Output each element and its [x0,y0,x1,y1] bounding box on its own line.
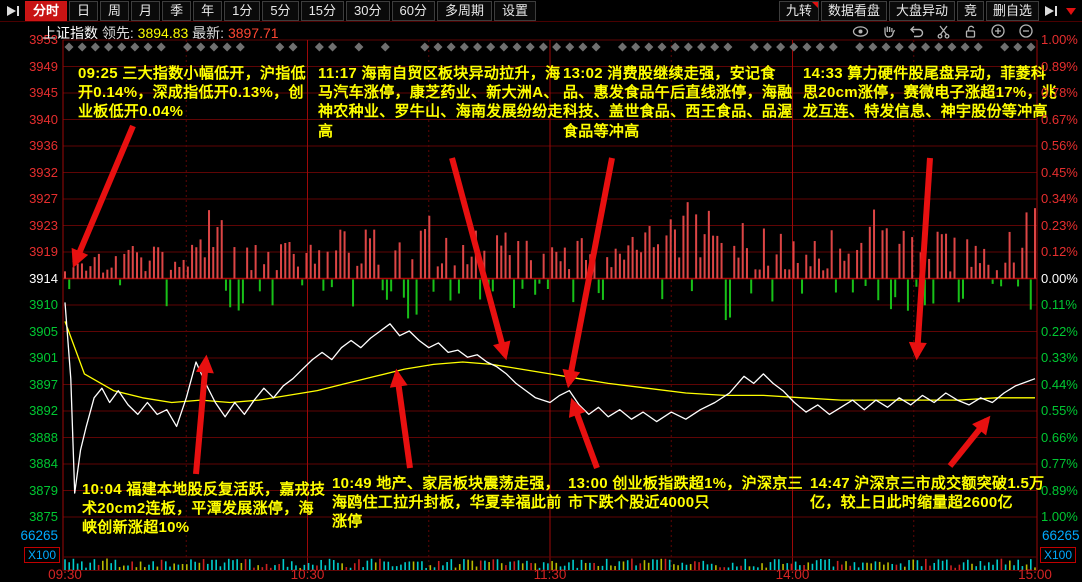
axis-label: 3927 [29,191,58,206]
axis-label: 0.33% [1041,350,1078,365]
axis-label: 3932 [29,164,58,180]
axis-label: 3875 [29,509,58,524]
time-label-15:00: 15:00 [1018,567,1052,582]
annotation-0925: 09:25 三大指数小幅低开，沪指低开0.14%，深成指低开0.13%，创业板低… [78,65,306,121]
axis-label: 0.67% [1041,111,1078,127]
axis-label: 3905 [29,323,58,339]
leading-label: 领先: [101,25,134,41]
toolbar-item-数据看盘[interactable]: 数据看盘 [820,0,887,21]
toolbar: 分时日周月季年 1分 5分 15分 30分 60分 多周期 设置 九转 数据看盘 大盘异动竞删自选 [0,0,1082,22]
axis-label: 0.56% [1041,138,1078,153]
annotation-1433: 14:33 算力硬件股尾盘异动，菲菱科思20cm涨停，赛微电子涨超17%，兆龙互… [803,65,1058,121]
axis-label: 3888 [29,429,58,445]
annotation-1302: 13:02 消费股继续走强，安记食品、惠发食品午后直线涨停，海融科技、盖世食品、… [563,65,793,140]
latest-value: 3897.71 [227,25,279,41]
axis-label: 0.78% [1041,85,1078,100]
toolbar-item-九转[interactable]: 九转 [778,0,819,21]
zoom-out-icon[interactable] [1018,23,1034,39]
axis-label: 3914 [29,270,58,286]
axis-label: 0.12% [1041,244,1078,259]
jump-to-latest-icon[interactable] [3,4,23,18]
annotation-1447: 14:47 沪深京三市成交额突破1.5万亿，较上日此时缩量超2600亿 [810,475,1045,512]
index-name: 上证指数 [42,25,98,41]
period-tab-1分[interactable]: 1分 [224,0,261,21]
volume-unit-badge: X100 [24,547,61,563]
axis-label: 1.00% [1041,509,1078,524]
period-tabs: 分时日周月季年 1分 5分 15分 30分 60分 多周期 设置 [25,0,536,21]
axis-label: 3884 [29,456,58,471]
axis-label: 3919 [29,244,58,259]
period-tab-月[interactable]: 月 [131,0,161,21]
annotation-1300: 13:00 创业板指跌超1%，沪深京三市下跌个股近4000只 [568,475,803,512]
axis-label: 0.23% [1041,217,1078,233]
leading-value: 3894.83 [137,25,189,41]
period-tab-15分[interactable]: 15分 [300,0,345,21]
period-tab-30分[interactable]: 30分 [346,0,390,21]
time-label-11:30: 11:30 [533,567,567,582]
axis-label: 0.34% [1041,191,1078,206]
axis-label: 0.45% [1041,164,1078,180]
axis-label: 0.00% [1041,270,1078,286]
annotation-1049: 10:49 地产、家居板块震荡走强，海鸥住工拉升封板，华夏幸福此前涨停 [332,475,562,531]
time-label-10:30: 10:30 [290,567,325,582]
axis-label: 3923 [29,217,58,233]
toolbar-item-删自选[interactable]: 删自选 [985,0,1039,21]
axis-label: 3897 [29,376,58,392]
period-tab-5分[interactable]: 5分 [262,0,299,21]
zoom-in-icon[interactable] [990,23,1006,39]
volume-scale-value: 66265 [20,528,58,543]
period-tab-年[interactable]: 年 [193,0,223,21]
axis-label: 0.11% [1041,297,1077,312]
axis-label: 0.44% [1041,376,1078,392]
axis-label: 3953 [29,32,58,47]
axis-label: 3879 [29,482,58,498]
hand-icon[interactable] [881,23,896,39]
volume-scale-value: 66265 [1042,528,1080,543]
time-label-14:00: 14:00 [775,567,810,582]
axis-label: 0.89% [1041,58,1078,74]
period-tab-多周期[interactable]: 多周期 [436,0,492,21]
axis-label: 0.22% [1041,323,1078,339]
axis-label: 3940 [29,111,58,127]
annotation-1004: 10:04 福建本地股反复活跃，嘉戎技术20cm2连板，平潭发展涨停，海峡创新涨… [82,481,326,537]
eye-icon[interactable] [852,23,869,39]
latest-label: 最新: [192,25,225,41]
toolbar-item-竞[interactable]: 竞 [956,0,984,21]
time-label-09:30: 09:30 [48,567,82,582]
axis-label: 3936 [29,138,58,153]
axis-label: 3910 [29,297,58,312]
scissors-icon[interactable] [936,23,951,39]
axis-label: 3945 [29,85,58,100]
toolbar-item-大盘异动[interactable]: 大盘异动 [888,0,955,21]
axis-label: 3892 [29,403,58,418]
chart-tools [852,23,1034,39]
period-tab-周[interactable]: 周 [100,0,130,21]
axis-label: 0.55% [1041,403,1078,418]
period-tab-60分[interactable]: 60分 [391,0,435,21]
unlock-icon[interactable] [963,23,978,39]
axis-label: 3901 [29,350,58,365]
period-tab-日[interactable]: 日 [69,0,99,21]
volume-unit-badge: X100 [1040,547,1077,563]
axis-label: 1.00% [1041,32,1078,47]
toolbar-right-items: 九转 数据看盘 大盘异动竞删自选 [778,0,1039,21]
axis-label: 0.89% [1041,482,1078,498]
dropdown-arrow-icon[interactable] [1063,6,1079,16]
axis-label: 0.66% [1041,429,1078,445]
period-tab-设置[interactable]: 设置 [493,0,536,21]
jump-to-end-icon[interactable] [1041,4,1061,18]
undo-icon[interactable] [908,23,924,39]
annotation-1117: 11:17 海南自贸区板块异动拉升，海马汽车涨停，康芝药业、新大洲A、神农种业、… [318,65,563,140]
axis-label: 0.77% [1041,456,1078,471]
period-tab-季[interactable]: 季 [162,0,192,21]
chart-header: 上证指数 领先: 3894.83 最新: 3897.71 [42,23,279,43]
axis-label: 3949 [29,58,58,74]
period-tab-分时[interactable]: 分时 [25,0,68,21]
